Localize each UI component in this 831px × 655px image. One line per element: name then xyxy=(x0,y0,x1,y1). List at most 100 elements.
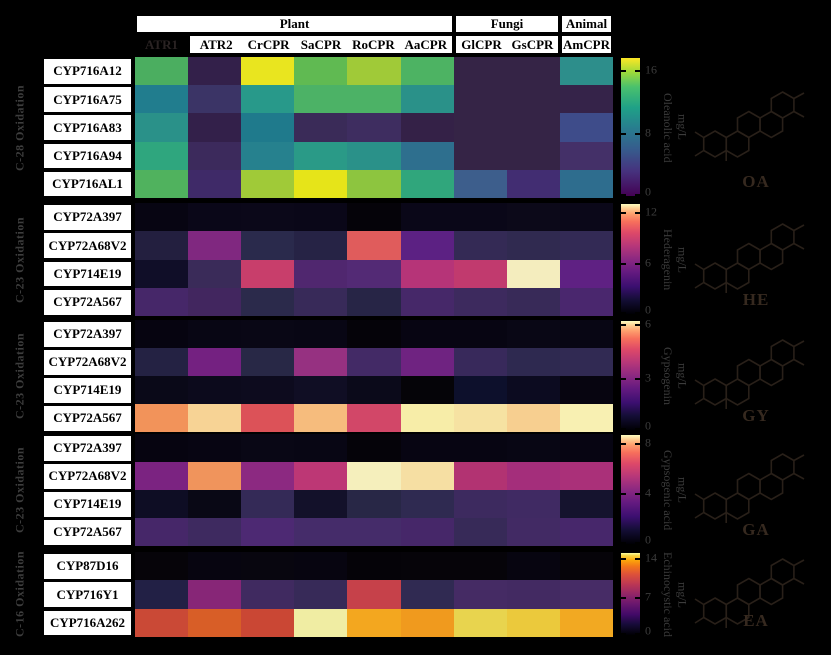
heatmap-cell xyxy=(294,348,348,376)
colorbar-tick-label: 12 xyxy=(645,204,657,219)
heatmap-cell xyxy=(453,169,507,198)
heatmap-cell xyxy=(188,404,242,432)
heatmap-cell xyxy=(135,320,189,348)
heatmap-cell xyxy=(347,348,401,376)
colorbar-tick xyxy=(621,442,626,445)
heatmap-cell xyxy=(347,552,401,581)
heatmap-cell xyxy=(506,490,560,518)
heatmap-cell xyxy=(347,141,401,170)
structure-container xyxy=(693,90,825,166)
heatmap-cell xyxy=(241,348,295,376)
heatmap-cell xyxy=(294,552,348,581)
heatmap-cell xyxy=(241,113,295,142)
heatmap-cell xyxy=(294,404,348,432)
heatmap-cell xyxy=(241,434,295,462)
heatmap-cell xyxy=(506,552,560,581)
heatmap-cell xyxy=(453,203,507,232)
heatmap-cell xyxy=(188,287,242,316)
colorbar-tick xyxy=(635,428,640,430)
heatmap-cell xyxy=(241,57,295,86)
heatmap-cell xyxy=(347,259,401,288)
heatmap-cell xyxy=(453,320,507,348)
colorbar-tick xyxy=(621,377,626,380)
heatmap-cell xyxy=(506,203,560,232)
heatmap-cell xyxy=(559,348,613,376)
heatmap-cell xyxy=(559,320,613,348)
row-label: CYP716Y1 xyxy=(42,580,133,610)
heatmap-cell xyxy=(453,434,507,462)
heatmap-cell xyxy=(241,552,295,581)
colorbar-tick xyxy=(635,633,640,635)
heatmap-cell xyxy=(400,57,454,86)
row-label: CYP716A75 xyxy=(42,85,133,114)
heatmap-cell xyxy=(294,169,348,198)
row-label: CYP72A397 xyxy=(42,320,133,349)
pathway-label: C-28 Oxidation xyxy=(12,84,27,171)
heatmap-cell xyxy=(294,518,348,546)
heatmap-cell xyxy=(400,404,454,432)
column-group-plant: Plant xyxy=(135,14,454,34)
heatmap-cell xyxy=(506,434,560,462)
colorbar-tick-label: 3 xyxy=(645,370,651,385)
heatmap-cell xyxy=(347,287,401,316)
heatmap-cell xyxy=(559,141,613,170)
colorbar-tick xyxy=(635,263,640,266)
row-label: CYP72A68V2 xyxy=(42,348,133,377)
column-group-fungi: Fungi xyxy=(454,14,560,34)
colorbar-tick xyxy=(635,377,640,380)
triterpene-structure-drawing xyxy=(694,90,805,161)
heatmap-cell xyxy=(241,490,295,518)
heatmap-cell xyxy=(241,320,295,348)
colorbar-tick-label: 0 xyxy=(645,532,651,547)
heatmap-cell xyxy=(400,113,454,142)
heatmap-cell xyxy=(294,259,348,288)
colorbar-axis-label: Hederagenin mg/L xyxy=(661,228,690,291)
heatmap-cell xyxy=(135,552,189,581)
heatmap-cell xyxy=(559,518,613,546)
heatmap-cell xyxy=(347,113,401,142)
heatmap-cell xyxy=(294,203,348,232)
row-label: CYP716A262 xyxy=(42,608,133,638)
heatmap-cell xyxy=(135,113,189,142)
colorbar-tick xyxy=(621,132,626,135)
row-label: CYP714E19 xyxy=(42,259,133,289)
heatmap-cell xyxy=(400,231,454,260)
row-label: CYP716A12 xyxy=(42,57,133,86)
row-label: CYP87D16 xyxy=(42,552,133,581)
heatmap-cell xyxy=(400,141,454,170)
heatmap-cell xyxy=(241,518,295,546)
colorbar-tick-label: 4 xyxy=(645,485,651,500)
row-label: CYP716A83 xyxy=(42,113,133,143)
heatmap-cell xyxy=(135,608,189,637)
heatmap-cell xyxy=(188,518,242,546)
colorbar-tick-label: 6 xyxy=(645,255,651,270)
heatmap-cell xyxy=(559,85,613,114)
colorbar xyxy=(621,204,640,314)
colorbar xyxy=(621,58,640,196)
compound-abbrev-label: GA xyxy=(742,520,770,539)
colorbar-tick xyxy=(635,212,640,215)
colorbar-tick xyxy=(621,633,626,635)
heatmap-cell xyxy=(506,57,560,86)
heatmap-cell xyxy=(294,376,348,404)
row-label: CYP716AL1 xyxy=(42,169,133,199)
heatmap-cell xyxy=(188,203,242,232)
heatmap-cell xyxy=(559,169,613,198)
heatmap-cell xyxy=(559,580,613,609)
heatmap-cell xyxy=(453,608,507,637)
heatmap-cell xyxy=(559,231,613,260)
colorbar-tick-label: 0 xyxy=(645,302,651,317)
column-header-label: RoCPR xyxy=(352,36,395,52)
heatmap-cell xyxy=(188,85,242,114)
heatmap-cell xyxy=(506,608,560,637)
compound-abbrev-label: OA xyxy=(742,172,770,191)
heatmap-cell xyxy=(188,608,242,637)
heatmap-cell xyxy=(294,462,348,490)
colorbar-axis-label: Gypsogenic acid mg/L xyxy=(661,449,690,531)
colorbar-axis-label: Gypsogenin mg/L xyxy=(661,347,690,405)
heatmap-cell xyxy=(294,287,348,316)
heatmap-cell xyxy=(241,169,295,198)
compound-abbrev-label: HE xyxy=(742,290,770,309)
heatmap-cell xyxy=(453,259,507,288)
heatmap-cell xyxy=(400,580,454,609)
